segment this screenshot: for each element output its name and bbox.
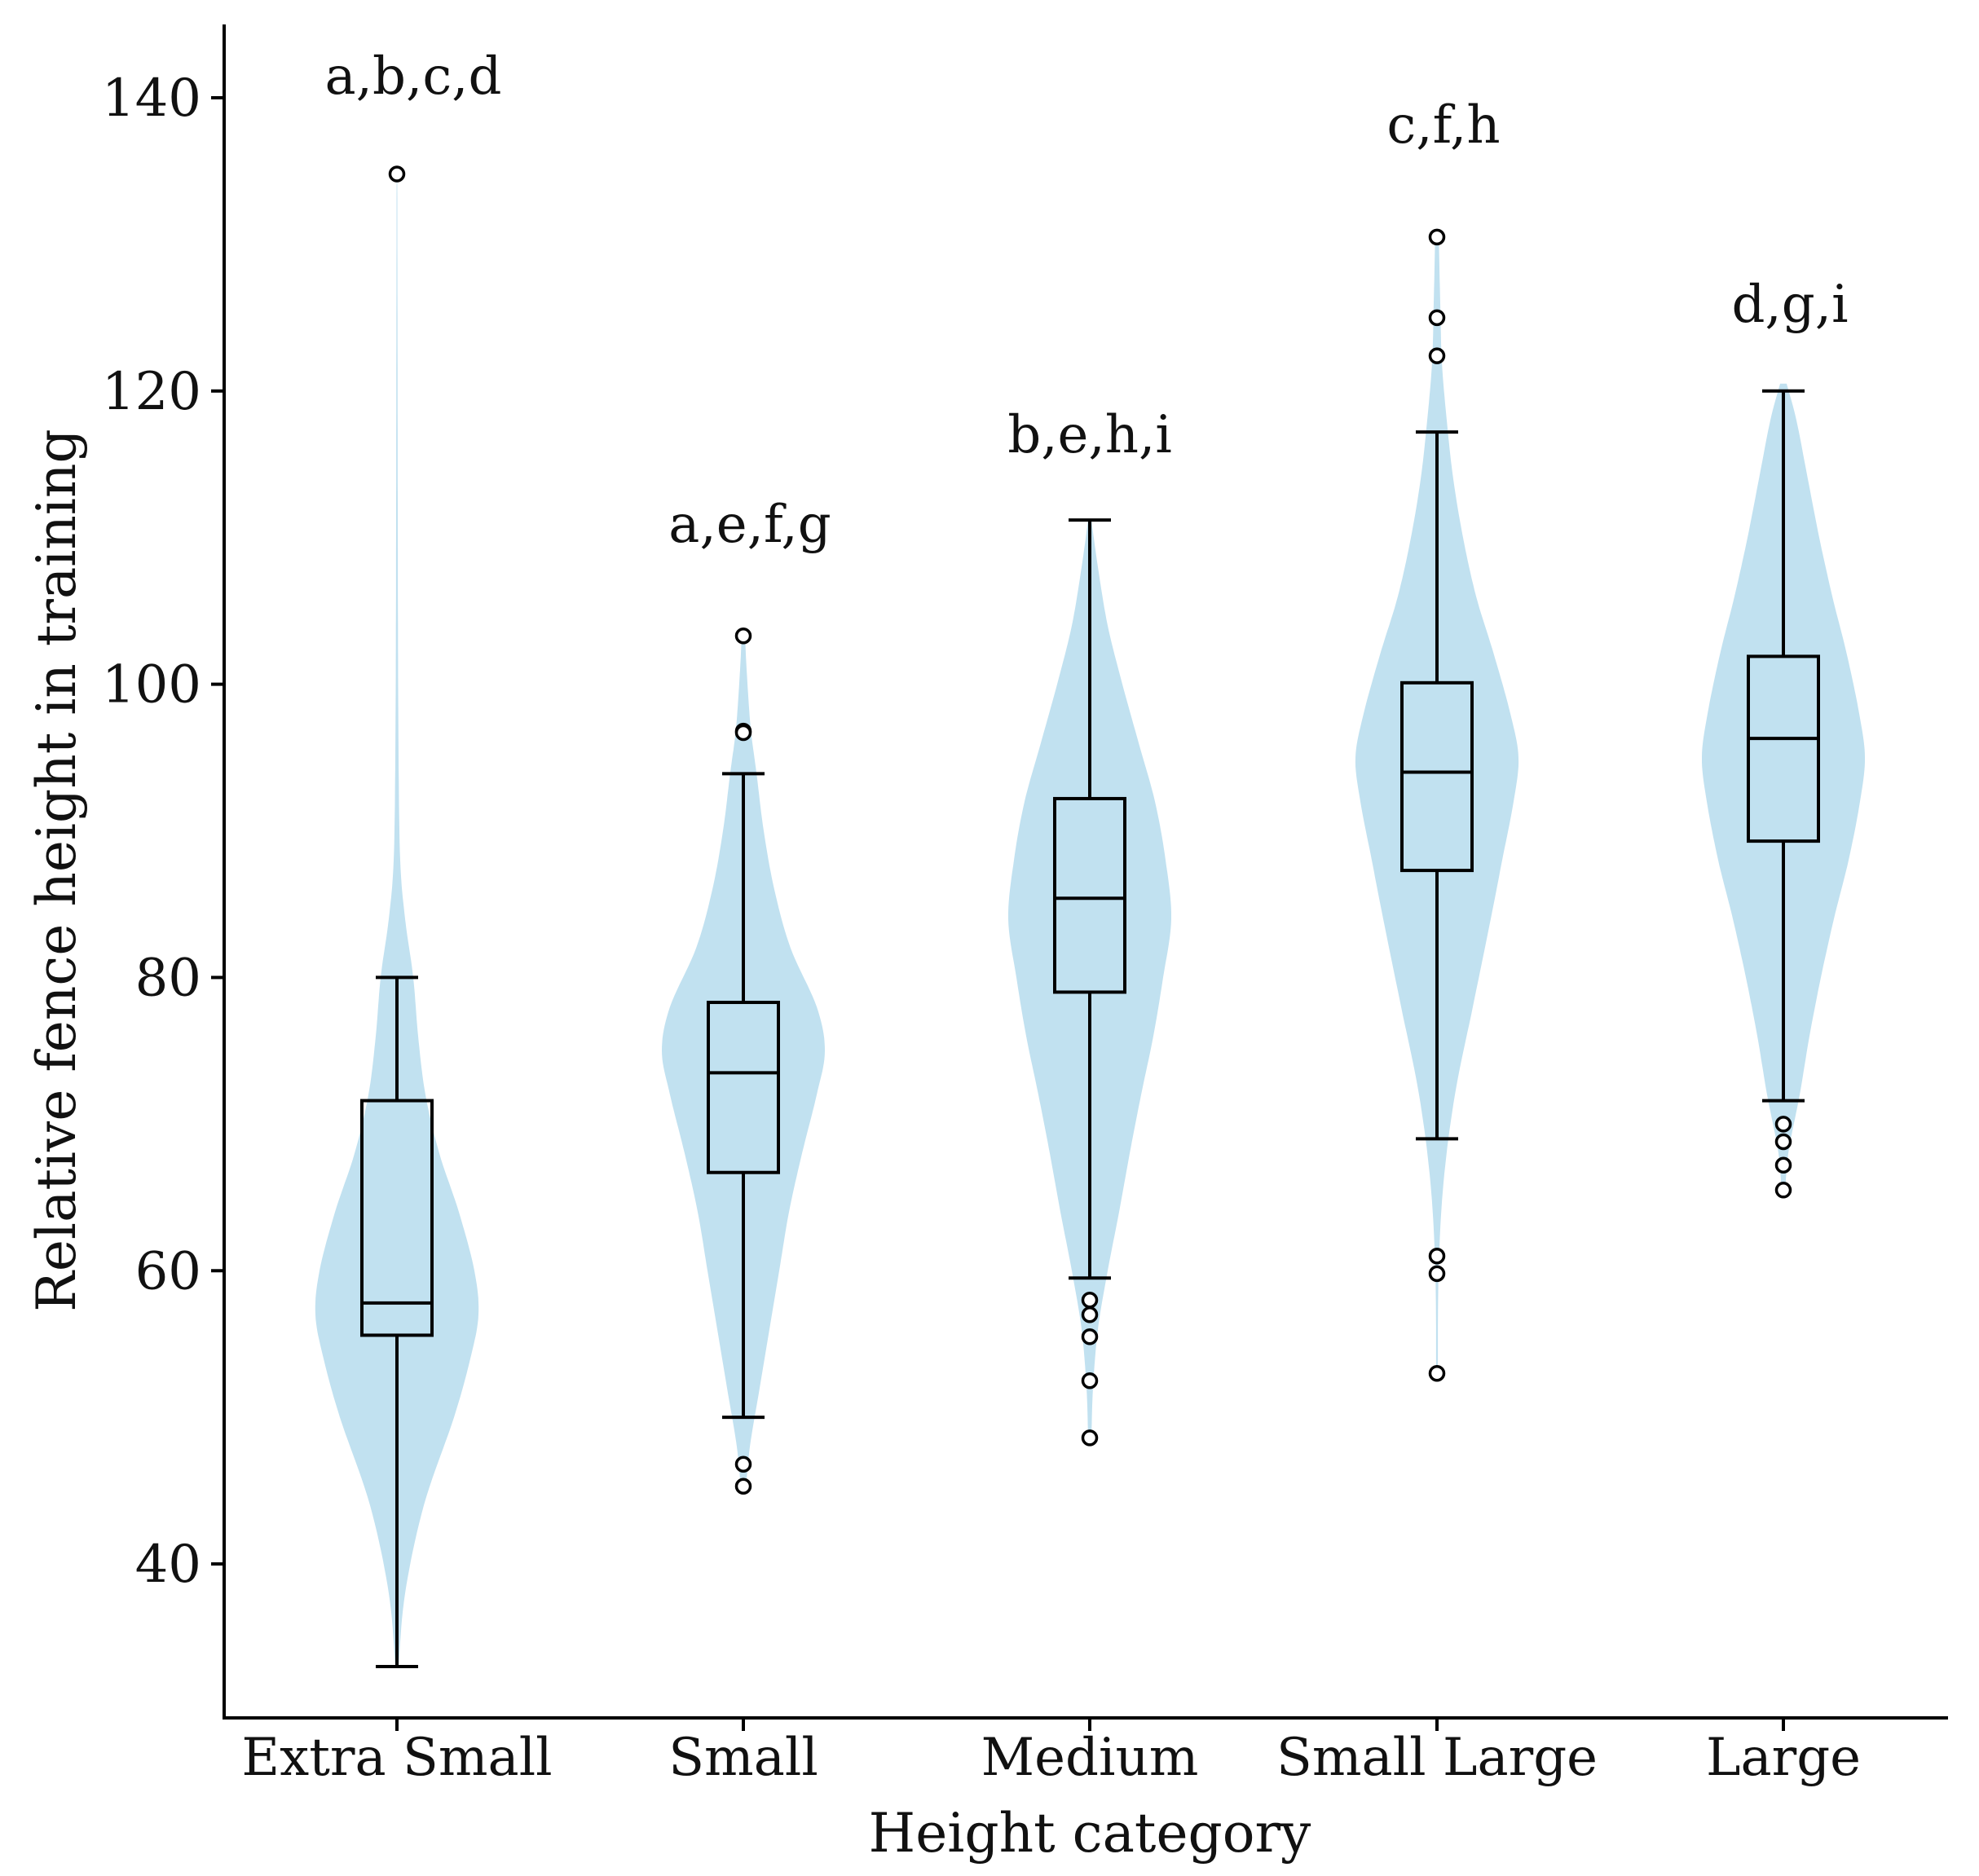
x-tick-label-extra-small: Extra Small (241, 1728, 552, 1788)
outlier-small-large-3 (1428, 347, 1446, 364)
y-tick-label-60: 60 (135, 1241, 201, 1301)
y-tick-label-140: 140 (102, 68, 201, 129)
outlier-medium-1 (1081, 1291, 1099, 1309)
outlier-medium-2 (1081, 1306, 1099, 1323)
boxes-layer (360, 165, 1820, 1669)
axes-layer (211, 24, 1948, 1731)
y-tick-label-120: 120 (102, 362, 201, 422)
outlier-extra-small-1 (388, 165, 406, 183)
labels-layer: 40 60 80 100 120 140 Extra Small Small Medium Sma… (25, 46, 1861, 1865)
x-tick-label-medium: Medium (981, 1728, 1199, 1788)
violin-large (1702, 383, 1865, 1198)
x-tick-label-small: Small (668, 1728, 818, 1788)
outlier-small-1 (734, 627, 752, 645)
x-tick-label-large: Large (1706, 1728, 1861, 1788)
box-small-large (1400, 680, 1474, 873)
violin-medium (1008, 520, 1171, 1440)
outlier-large-2 (1774, 1133, 1792, 1151)
y-tick-label-80: 80 (135, 948, 201, 1008)
y-tick-label-40: 40 (135, 1535, 201, 1595)
outlier-small-large-6 (1428, 1364, 1446, 1382)
box-large (1747, 654, 1820, 843)
outlier-medium-4 (1081, 1372, 1099, 1389)
outlier-large-1 (1774, 1116, 1792, 1133)
violin-extra-small (315, 170, 479, 1667)
x-axis-title: Height category (869, 1802, 1311, 1865)
significance-label-small: a,e,f,g (668, 495, 831, 555)
outlier-large-4 (1774, 1182, 1792, 1199)
outlier-medium-5 (1081, 1429, 1099, 1447)
outlier-small-3 (734, 724, 752, 742)
outlier-small-large-1 (1428, 228, 1446, 246)
significance-label-large: d,g,i (1731, 275, 1848, 335)
y-tick-label-100: 100 (102, 655, 201, 716)
outlier-small-large-2 (1428, 309, 1446, 327)
violin-small-large (1355, 229, 1519, 1374)
outlier-small-large-4 (1428, 1248, 1446, 1265)
box-small (707, 1001, 780, 1174)
significance-label-medium: b,e,h,i (1007, 405, 1172, 465)
violin-small (662, 632, 825, 1491)
outlier-medium-3 (1081, 1328, 1099, 1345)
outlier-large-3 (1774, 1156, 1792, 1174)
significance-label-small-large: c,f,h (1386, 95, 1500, 156)
significance-label-extra-small: a,b,c,d (325, 46, 502, 107)
outlier-small-5 (734, 1477, 752, 1495)
outlier-small-4 (734, 1455, 752, 1473)
violins-layer (315, 170, 1865, 1667)
box-extra-small (360, 1099, 434, 1337)
box-medium (1053, 796, 1126, 994)
outlier-small-large-5 (1428, 1265, 1446, 1283)
x-tick-label-small-large: Small Large (1276, 1728, 1598, 1788)
y-axis-title: Relative fence height in training (25, 429, 88, 1312)
